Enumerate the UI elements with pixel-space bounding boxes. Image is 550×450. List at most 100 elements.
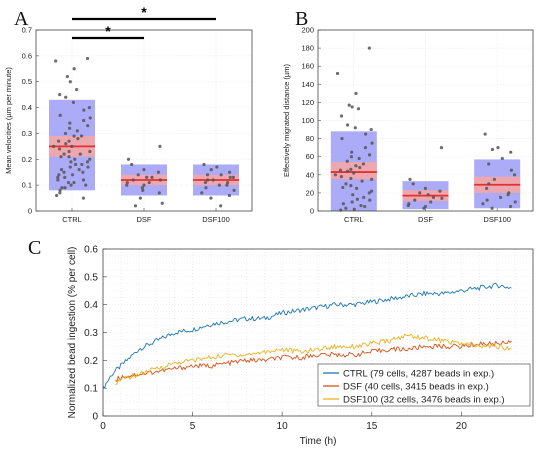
data-point — [227, 193, 232, 198]
data-point — [56, 139, 61, 143]
data-point — [58, 191, 62, 195]
y-tick-label: 0 — [28, 207, 32, 216]
data-point — [158, 178, 162, 182]
x-tick-label: 5 — [190, 421, 196, 432]
data-point — [487, 162, 491, 166]
data-point — [349, 176, 353, 181]
data-point — [145, 175, 149, 179]
data-point — [70, 144, 74, 148]
data-point — [509, 168, 514, 172]
data-point — [364, 132, 368, 136]
data-point — [130, 162, 134, 167]
axes-frame — [102, 248, 534, 417]
y-tick-label: 40 — [306, 170, 314, 179]
data-point — [59, 168, 64, 172]
x-tick-label: CTRL — [344, 215, 364, 224]
data-point — [56, 175, 60, 179]
data-point — [219, 173, 223, 177]
data-point — [67, 149, 71, 154]
data-point — [358, 165, 362, 170]
data-point — [160, 201, 164, 205]
data-point — [82, 108, 86, 112]
data-point — [335, 71, 340, 76]
x-tick-label: 15 — [366, 421, 378, 432]
y-tick-label: 0.5 — [22, 77, 32, 86]
data-point — [75, 129, 79, 133]
data-point — [500, 156, 504, 161]
data-point — [422, 206, 426, 210]
data-point — [69, 183, 73, 187]
data-point — [226, 180, 230, 185]
data-point — [203, 180, 208, 185]
data-point — [345, 159, 349, 163]
data-point — [355, 197, 359, 201]
data-point — [63, 131, 68, 136]
data-point — [513, 200, 517, 204]
y-tick-label: 0.5 — [84, 272, 98, 283]
data-point — [59, 155, 63, 159]
y-tick-label: 60 — [306, 152, 314, 161]
data-point — [350, 150, 354, 154]
data-point — [340, 137, 344, 141]
data-point — [67, 126, 72, 130]
data-point — [133, 204, 138, 208]
data-point — [62, 152, 66, 156]
data-point — [498, 195, 503, 200]
data-point — [440, 196, 444, 200]
data-point — [60, 186, 64, 190]
data-point — [156, 170, 161, 174]
data-point — [73, 157, 77, 161]
data-point — [429, 200, 433, 204]
y-tick-label: 20 — [306, 188, 314, 197]
y-axis-label: Effectively migrated distance (µm) — [282, 64, 291, 177]
data-point — [72, 134, 76, 138]
y-tick-label: 80 — [306, 134, 314, 143]
y-tick-label: 0 — [92, 412, 98, 423]
data-point — [67, 155, 71, 159]
data-point — [58, 93, 62, 97]
x-tick-label: DSF — [418, 215, 433, 224]
data-point — [63, 175, 67, 179]
data-point — [355, 186, 359, 190]
data-point — [131, 178, 135, 182]
data-point — [85, 56, 90, 61]
panel-letter: C — [28, 237, 41, 259]
x-tick-label: DSF100 — [483, 215, 511, 224]
data-point — [508, 204, 513, 209]
y-tick-label: 140 — [301, 80, 314, 89]
data-point — [68, 121, 72, 125]
data-point — [354, 91, 358, 95]
data-point — [356, 107, 361, 111]
data-point — [349, 184, 353, 188]
significance-star: * — [105, 23, 111, 39]
data-point — [367, 46, 371, 50]
data-point — [362, 195, 366, 200]
series-line-dsf100 — [115, 333, 512, 386]
data-point — [142, 183, 146, 187]
legend-box — [317, 363, 531, 407]
data-point — [512, 173, 517, 177]
data-point — [142, 168, 146, 172]
data-point — [204, 186, 208, 190]
data-point — [370, 141, 374, 145]
y-tick-label: 0.6 — [84, 245, 98, 256]
data-point — [352, 171, 356, 175]
data-point — [333, 173, 338, 177]
data-point — [79, 134, 84, 138]
y-tick-label: 0.2 — [84, 356, 98, 367]
data-point — [359, 203, 363, 208]
data-point — [58, 188, 62, 192]
data-point — [369, 127, 373, 132]
data-point — [219, 204, 223, 208]
series-line-ctrl — [102, 282, 512, 389]
data-point — [344, 206, 348, 210]
data-point — [509, 150, 513, 154]
data-point — [81, 170, 85, 174]
panel-b: 0 20 40 60 80 100 120 140 160 180 200 CTRL DSF DSF100… — [282, 8, 534, 224]
data-point — [200, 191, 204, 195]
data-point — [367, 191, 371, 195]
data-point — [349, 167, 353, 171]
data-point — [78, 152, 82, 156]
data-point — [147, 180, 151, 185]
panel-letter: A — [14, 8, 29, 30]
